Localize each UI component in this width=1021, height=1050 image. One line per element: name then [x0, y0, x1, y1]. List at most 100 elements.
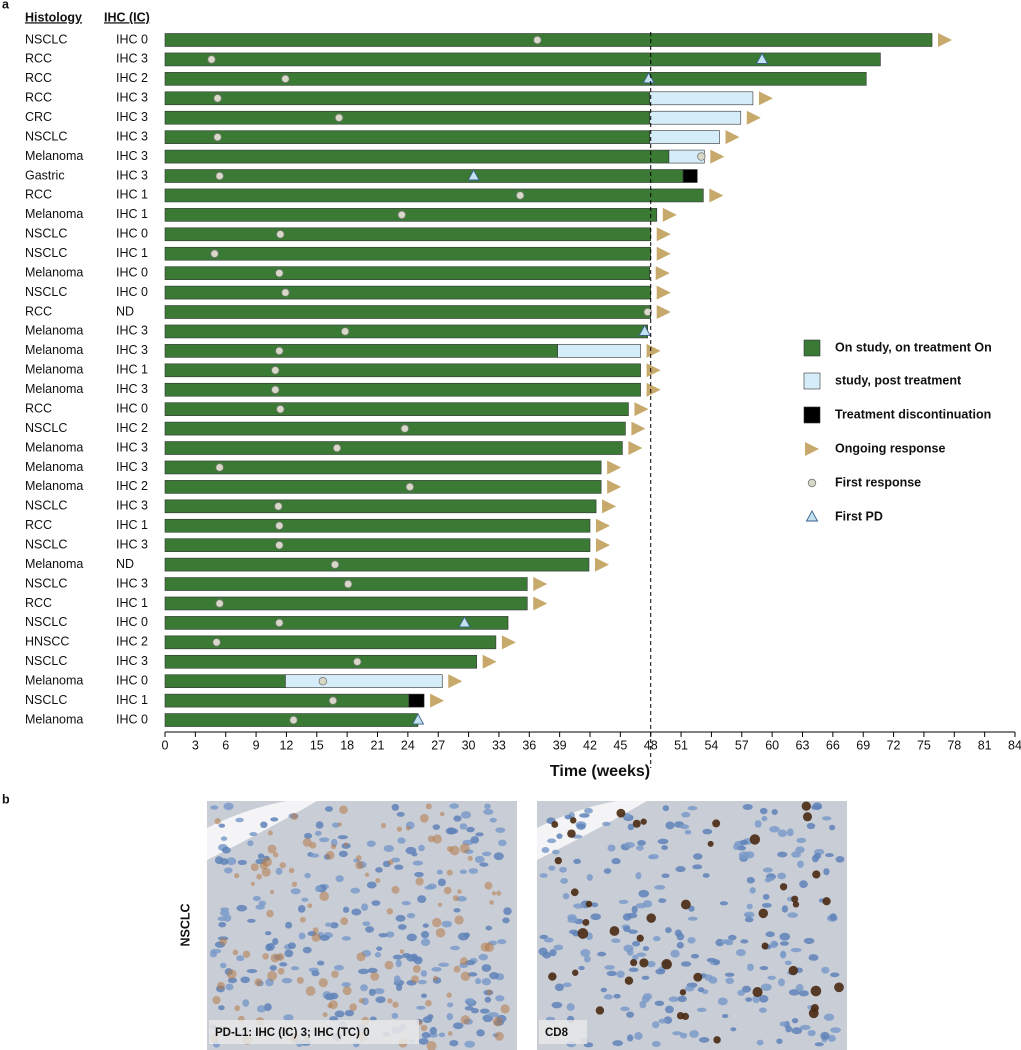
- nucleus: [420, 930, 430, 939]
- stain: [399, 949, 405, 954]
- nucleus: [269, 965, 277, 971]
- nucleus: [777, 872, 787, 880]
- nucleus: [264, 1003, 272, 1012]
- nucleus: [338, 850, 348, 858]
- histology: RCC: [25, 188, 52, 202]
- nucleus: [325, 922, 332, 927]
- on-treatment-bar: [164, 91, 651, 106]
- nucleus: [758, 994, 769, 1003]
- ihc: IHC 2: [116, 421, 148, 435]
- on-treatment-bar: [164, 382, 641, 397]
- nucleus: [554, 983, 564, 992]
- stain: [322, 1012, 328, 1018]
- ihc: IHC 3: [116, 576, 148, 590]
- nucleus: [544, 937, 554, 943]
- first-response: [275, 346, 284, 356]
- ihc: IHC 3: [116, 129, 148, 143]
- stain: [640, 818, 647, 825]
- first-response: [210, 249, 219, 258]
- nucleus: [441, 920, 453, 928]
- legend-swatch: [803, 372, 821, 390]
- stain: [439, 811, 445, 817]
- stain: [419, 813, 429, 823]
- first-response: [643, 307, 652, 317]
- on-treatment-bar: [164, 460, 602, 475]
- first-response: [807, 478, 817, 488]
- histology: NSCLC: [25, 32, 67, 46]
- nucleus: [704, 974, 713, 981]
- nucleus: [631, 905, 638, 914]
- nucleus: [297, 904, 306, 913]
- nucleus: [479, 862, 489, 867]
- x-tick-label: 81: [978, 738, 992, 752]
- nucleus: [762, 867, 773, 873]
- stain: [459, 843, 470, 854]
- nucleus: [547, 838, 557, 844]
- nucleus: [803, 937, 815, 945]
- nucleus: [635, 872, 642, 880]
- nucleus: [420, 993, 427, 999]
- stain: [680, 899, 691, 910]
- stain: [425, 999, 432, 1007]
- nucleus: [266, 942, 275, 951]
- nucleus: [344, 1009, 355, 1017]
- stain: [494, 1031, 504, 1041]
- nucleus: [770, 940, 778, 949]
- stain: [356, 855, 362, 861]
- ongoing-arrow: [596, 518, 610, 533]
- stain: [299, 916, 306, 923]
- stain: [453, 965, 461, 973]
- nucleus: [766, 876, 775, 882]
- nucleus: [464, 1006, 474, 1011]
- nucleus: [548, 865, 556, 871]
- nucleus: [706, 957, 717, 963]
- nucleus: [562, 982, 572, 988]
- nucleus: [655, 968, 666, 975]
- nucleus: [240, 976, 250, 984]
- first-response: [275, 618, 284, 628]
- first-response: [318, 676, 328, 686]
- nucleus: [466, 826, 475, 833]
- histology: Melanoma: [25, 382, 83, 396]
- ihc: IHC 0: [116, 712, 148, 726]
- nucleus: [658, 1018, 667, 1024]
- stain: [392, 1001, 399, 1008]
- ongoing-arrow: [655, 266, 670, 281]
- nucleus: [416, 1005, 426, 1010]
- nucleus: [391, 803, 400, 811]
- x-tick-label: 63: [796, 738, 810, 752]
- nucleus: [325, 806, 333, 812]
- stain: [459, 957, 468, 966]
- nucleus: [767, 975, 776, 980]
- first-response: [276, 404, 285, 414]
- post-treatment-bar: [649, 130, 720, 144]
- stain: [624, 976, 634, 985]
- stain: [318, 978, 328, 988]
- ongoing-arrow: [501, 635, 516, 650]
- nucleus: [658, 898, 667, 904]
- ongoing-arrow: [746, 110, 761, 125]
- nucleus: [725, 977, 735, 984]
- nucleus: [453, 815, 462, 822]
- nucleus: [396, 811, 405, 817]
- nucleus: [383, 845, 395, 852]
- nucleus: [391, 1012, 399, 1019]
- nucleus: [358, 968, 369, 975]
- nucleus: [429, 1026, 437, 1035]
- nucleus: [746, 876, 755, 884]
- stain: [788, 965, 798, 976]
- ihc: IHC 0: [116, 673, 148, 687]
- nucleus: [449, 803, 459, 809]
- nucleus: [607, 844, 616, 852]
- histology: Melanoma: [25, 440, 83, 454]
- nucleus: [580, 948, 591, 957]
- nucleus: [302, 946, 312, 954]
- nucleus: [733, 844, 740, 850]
- x-tick-label: 24: [401, 738, 415, 752]
- ongoing-arrow: [646, 343, 661, 358]
- stain: [486, 989, 493, 995]
- ihc: IHC 0: [116, 32, 148, 46]
- stain: [340, 917, 349, 925]
- stain: [267, 844, 277, 854]
